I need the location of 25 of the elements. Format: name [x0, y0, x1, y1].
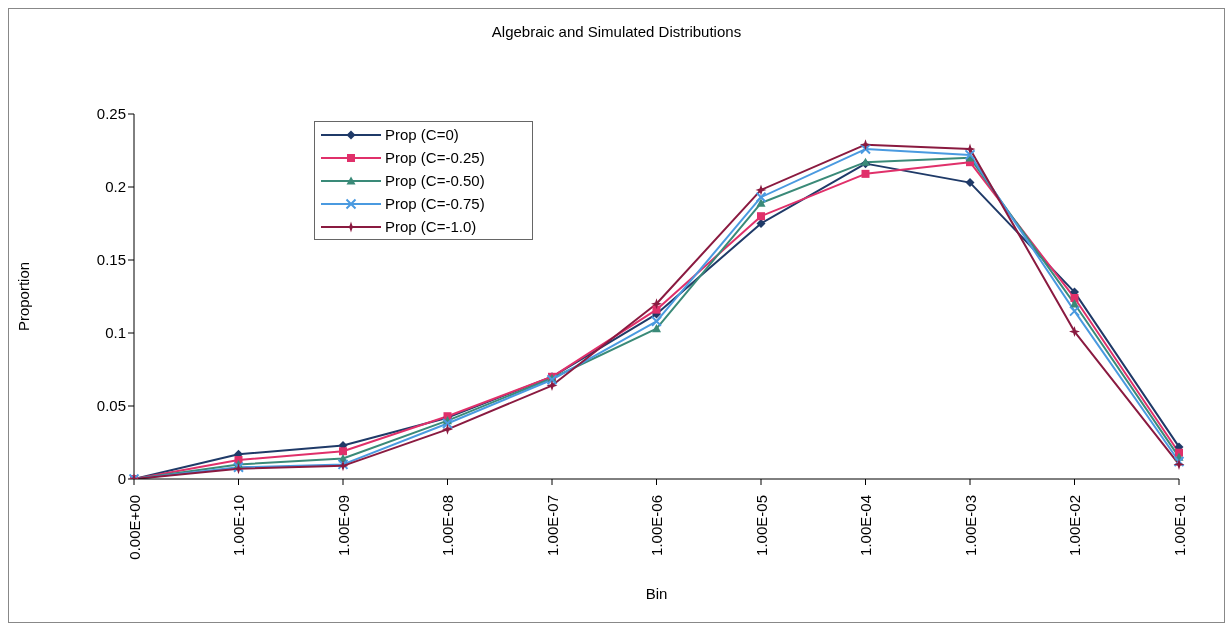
- x-tick-label: 0.00E+00: [125, 495, 143, 560]
- y-tick-label: 0.15: [96, 251, 126, 269]
- x-tick-label: 1.00E-01: [1170, 495, 1188, 556]
- legend-label: Prop (C=-1.0): [385, 218, 477, 235]
- x-tick-label: 1.00E-08: [439, 495, 456, 556]
- legend-label: Prop (C=-0.75): [385, 195, 485, 212]
- x-tick-label: 1.00E-10: [230, 495, 247, 556]
- y-tick-label: 0.25: [96, 105, 126, 123]
- x-axis-title: Bin: [645, 585, 668, 602]
- y-tick-label: 0.2: [105, 178, 126, 196]
- x-tick-label: 1.00E-09: [334, 495, 352, 556]
- x-tick-label: 1.00E-02: [1066, 495, 1083, 556]
- y-tick-label: 0.1: [105, 324, 126, 342]
- chart-title: Algebraic and Simulated Distributions: [490, 23, 743, 40]
- y-axis-title: Proportion: [15, 261, 33, 332]
- legend-label: Prop (C=0): [385, 126, 459, 143]
- x-tick-label: 1.00E-03: [961, 495, 979, 556]
- x-tick-label: 1.00E-06: [648, 495, 665, 556]
- legend-label: Prop (C=-0.25): [385, 149, 485, 166]
- y-tick-label: 0: [117, 470, 126, 488]
- x-tick-label: 1.00E-04: [857, 495, 874, 556]
- legend-label: Prop (C=-0.50): [385, 172, 485, 189]
- x-tick-label: 1.00E-05: [752, 495, 770, 556]
- y-tick-label: 0.05: [96, 397, 126, 415]
- x-tick-label: 1.00E-07: [543, 495, 561, 556]
